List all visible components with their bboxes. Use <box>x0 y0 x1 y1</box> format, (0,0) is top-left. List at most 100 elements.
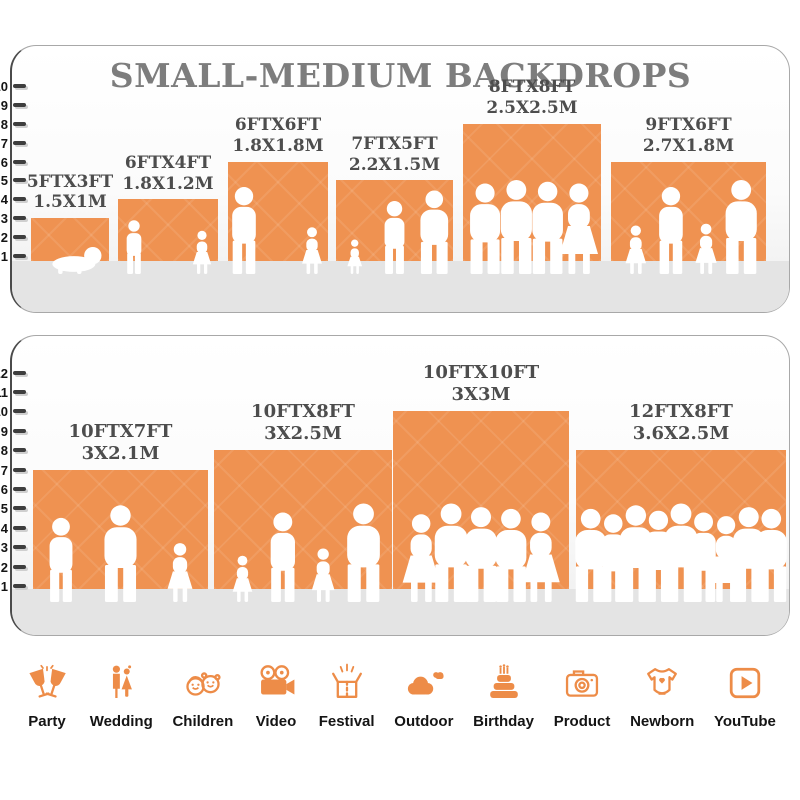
backdrop-size-label: 5FTX3FT 1.5X1M <box>27 172 113 213</box>
backdrop-bar: 12FTX8FT 3.6X2.5M <box>575 401 787 602</box>
scale-tick-label: 10 <box>0 78 8 94</box>
backdrop-size-m: 1.8X1.8M <box>232 135 324 156</box>
scale-tick <box>13 102 26 107</box>
people-silhouettes <box>232 187 322 274</box>
scale-tick <box>13 216 26 221</box>
wedding-icon <box>113 665 133 698</box>
youtube-icon <box>729 667 761 699</box>
category-label: Outdoor <box>394 713 454 730</box>
category-children: Children <box>172 660 233 730</box>
scale-tick-label: 1 <box>0 249 8 264</box>
festival-icon <box>324 660 370 706</box>
backdrop-size-m: 3X3M <box>451 384 511 406</box>
scale-tick <box>13 487 26 491</box>
backdrop-size-m: 2.5X2.5M <box>486 97 578 118</box>
small-backdrops-panel: SMALL-MEDIUM BACKDROPS 10 9 8 7 6 5 4 3 2 1 5FTX3F… <box>0 45 790 313</box>
scale-tick-label: 12 <box>0 365 8 381</box>
scale-tick-label: 5 <box>0 501 8 517</box>
scale-tick-label: 7 <box>0 462 8 478</box>
scale-tick-label: 9 <box>0 423 8 439</box>
backdrop-size-ft: 10FTX8FT <box>251 401 355 423</box>
festival-icon <box>331 663 362 698</box>
infographic-title: SMALL-MEDIUM BACKDROPS <box>109 56 692 96</box>
scale-tick <box>13 121 26 126</box>
party-icon <box>29 664 66 698</box>
backdrop-size-m: 3X2.1M <box>81 442 160 464</box>
backdrop-size-m: 1.8X1.2M <box>122 173 214 194</box>
scale-tick-label: 7 <box>0 135 8 151</box>
backdrop-size-label: 6FTX4FT 1.8X1.2M <box>122 153 213 194</box>
category-label: Festival <box>318 713 375 730</box>
scale-tick <box>13 197 26 202</box>
scale-tick-label: 10 <box>0 404 8 420</box>
backdrop-size-ft: 8FTX8FT <box>488 77 576 98</box>
backdrop-size-ft: 7FTX5FT <box>351 133 438 154</box>
backdrop-size-label: 9FTX6FT 2.7X1.8M <box>643 115 734 156</box>
backdrop-bar: 6FTX4FT 1.8X1.2M <box>118 153 218 274</box>
category-label: Party <box>28 713 66 730</box>
people-silhouettes <box>232 503 380 602</box>
scale-tick-label: 6 <box>0 482 8 497</box>
scale-tick <box>13 545 26 550</box>
scale-tick-label: 2 <box>0 559 8 575</box>
scale-tick-label: 3 <box>0 540 8 556</box>
backdrop-size-m: 3X2.5M <box>264 423 342 445</box>
backdrop-size-ft: 6FTX6FT <box>234 115 322 136</box>
video-icon <box>260 665 295 695</box>
scale-tick <box>13 83 26 88</box>
party-icon <box>24 660 70 706</box>
backdrop-size-label: 8FTX8FT 2.5X2.5M <box>486 77 577 118</box>
people-silhouettes <box>126 220 212 274</box>
category-row: Party Wedding Children Video Festival Outdoor… <box>24 660 776 730</box>
scale-tick <box>13 178 26 183</box>
scale-tick <box>13 235 26 240</box>
backdrop-size-label: 7FTX5FT 2.2X1.5M <box>349 134 440 175</box>
scale-tick-label: 6 <box>0 154 8 170</box>
backdrop-bar: 5FTX3FT 1.5X1M <box>27 172 113 274</box>
video-icon <box>253 660 299 706</box>
backdrop-size-ft: 10FTX7FT <box>68 420 173 442</box>
backdrop-size-label: 10FTX10FT 3X3M <box>423 362 539 406</box>
people-silhouettes <box>52 246 102 274</box>
scale-tick <box>13 525 26 530</box>
scale-tick <box>13 564 26 569</box>
scale-tick <box>13 159 26 164</box>
scale-tick <box>13 409 26 414</box>
people-silhouettes <box>49 505 193 602</box>
children-icon <box>180 660 226 706</box>
scale-tick <box>13 506 26 511</box>
backdrop-size-label: 12FTX8FT 3.6X2.5M <box>629 401 733 445</box>
category-label: Newborn <box>630 713 695 730</box>
scale-tick <box>13 370 26 375</box>
category-birthday: Birthday <box>473 660 534 730</box>
backdrop-size-ft: 6FTX4FT <box>124 152 212 173</box>
people-silhouettes <box>625 180 757 274</box>
children-icon <box>186 672 221 696</box>
scale-tick-label: 8 <box>0 443 8 459</box>
scale-tick-label: 11 <box>0 385 8 400</box>
medium-backdrops-panel: 12111098765432110FTX7FT3X2.1M10FTX8FT3X2… <box>0 335 790 636</box>
category-party: Party <box>24 660 70 730</box>
product-icon <box>565 670 599 697</box>
youtube-icon <box>722 660 768 706</box>
backdrop-size-m: 2.2X1.5M <box>348 154 441 175</box>
scale-tick <box>13 428 26 433</box>
backdrop-size-ft: 9FTX6FT <box>645 115 732 136</box>
backdrop-size-label: 6FTX6FT 1.8X1.8M <box>232 115 323 156</box>
backdrop-size-label: 10FTX7FT 3X2.1M <box>69 421 173 465</box>
backdrop-bar: 10FTX7FT 3X2.1M <box>33 421 208 602</box>
category-product: Product <box>554 660 610 730</box>
category-label: YouTube <box>713 713 776 730</box>
backdrop-size-m: 2.7X1.8M <box>642 135 735 156</box>
scale-tick <box>13 448 26 453</box>
backdrop-size-ft: 5FTX3FT <box>26 171 114 192</box>
category-festival: Festival <box>319 660 375 730</box>
category-wedding: Wedding <box>90 660 153 730</box>
backdrop-size-ft: 10FTX10FT <box>422 362 540 384</box>
birthday-icon <box>489 664 518 698</box>
scale-tick <box>13 467 26 472</box>
outdoor-icon <box>407 672 444 695</box>
newborn-icon <box>639 660 685 706</box>
product-icon <box>559 660 605 706</box>
